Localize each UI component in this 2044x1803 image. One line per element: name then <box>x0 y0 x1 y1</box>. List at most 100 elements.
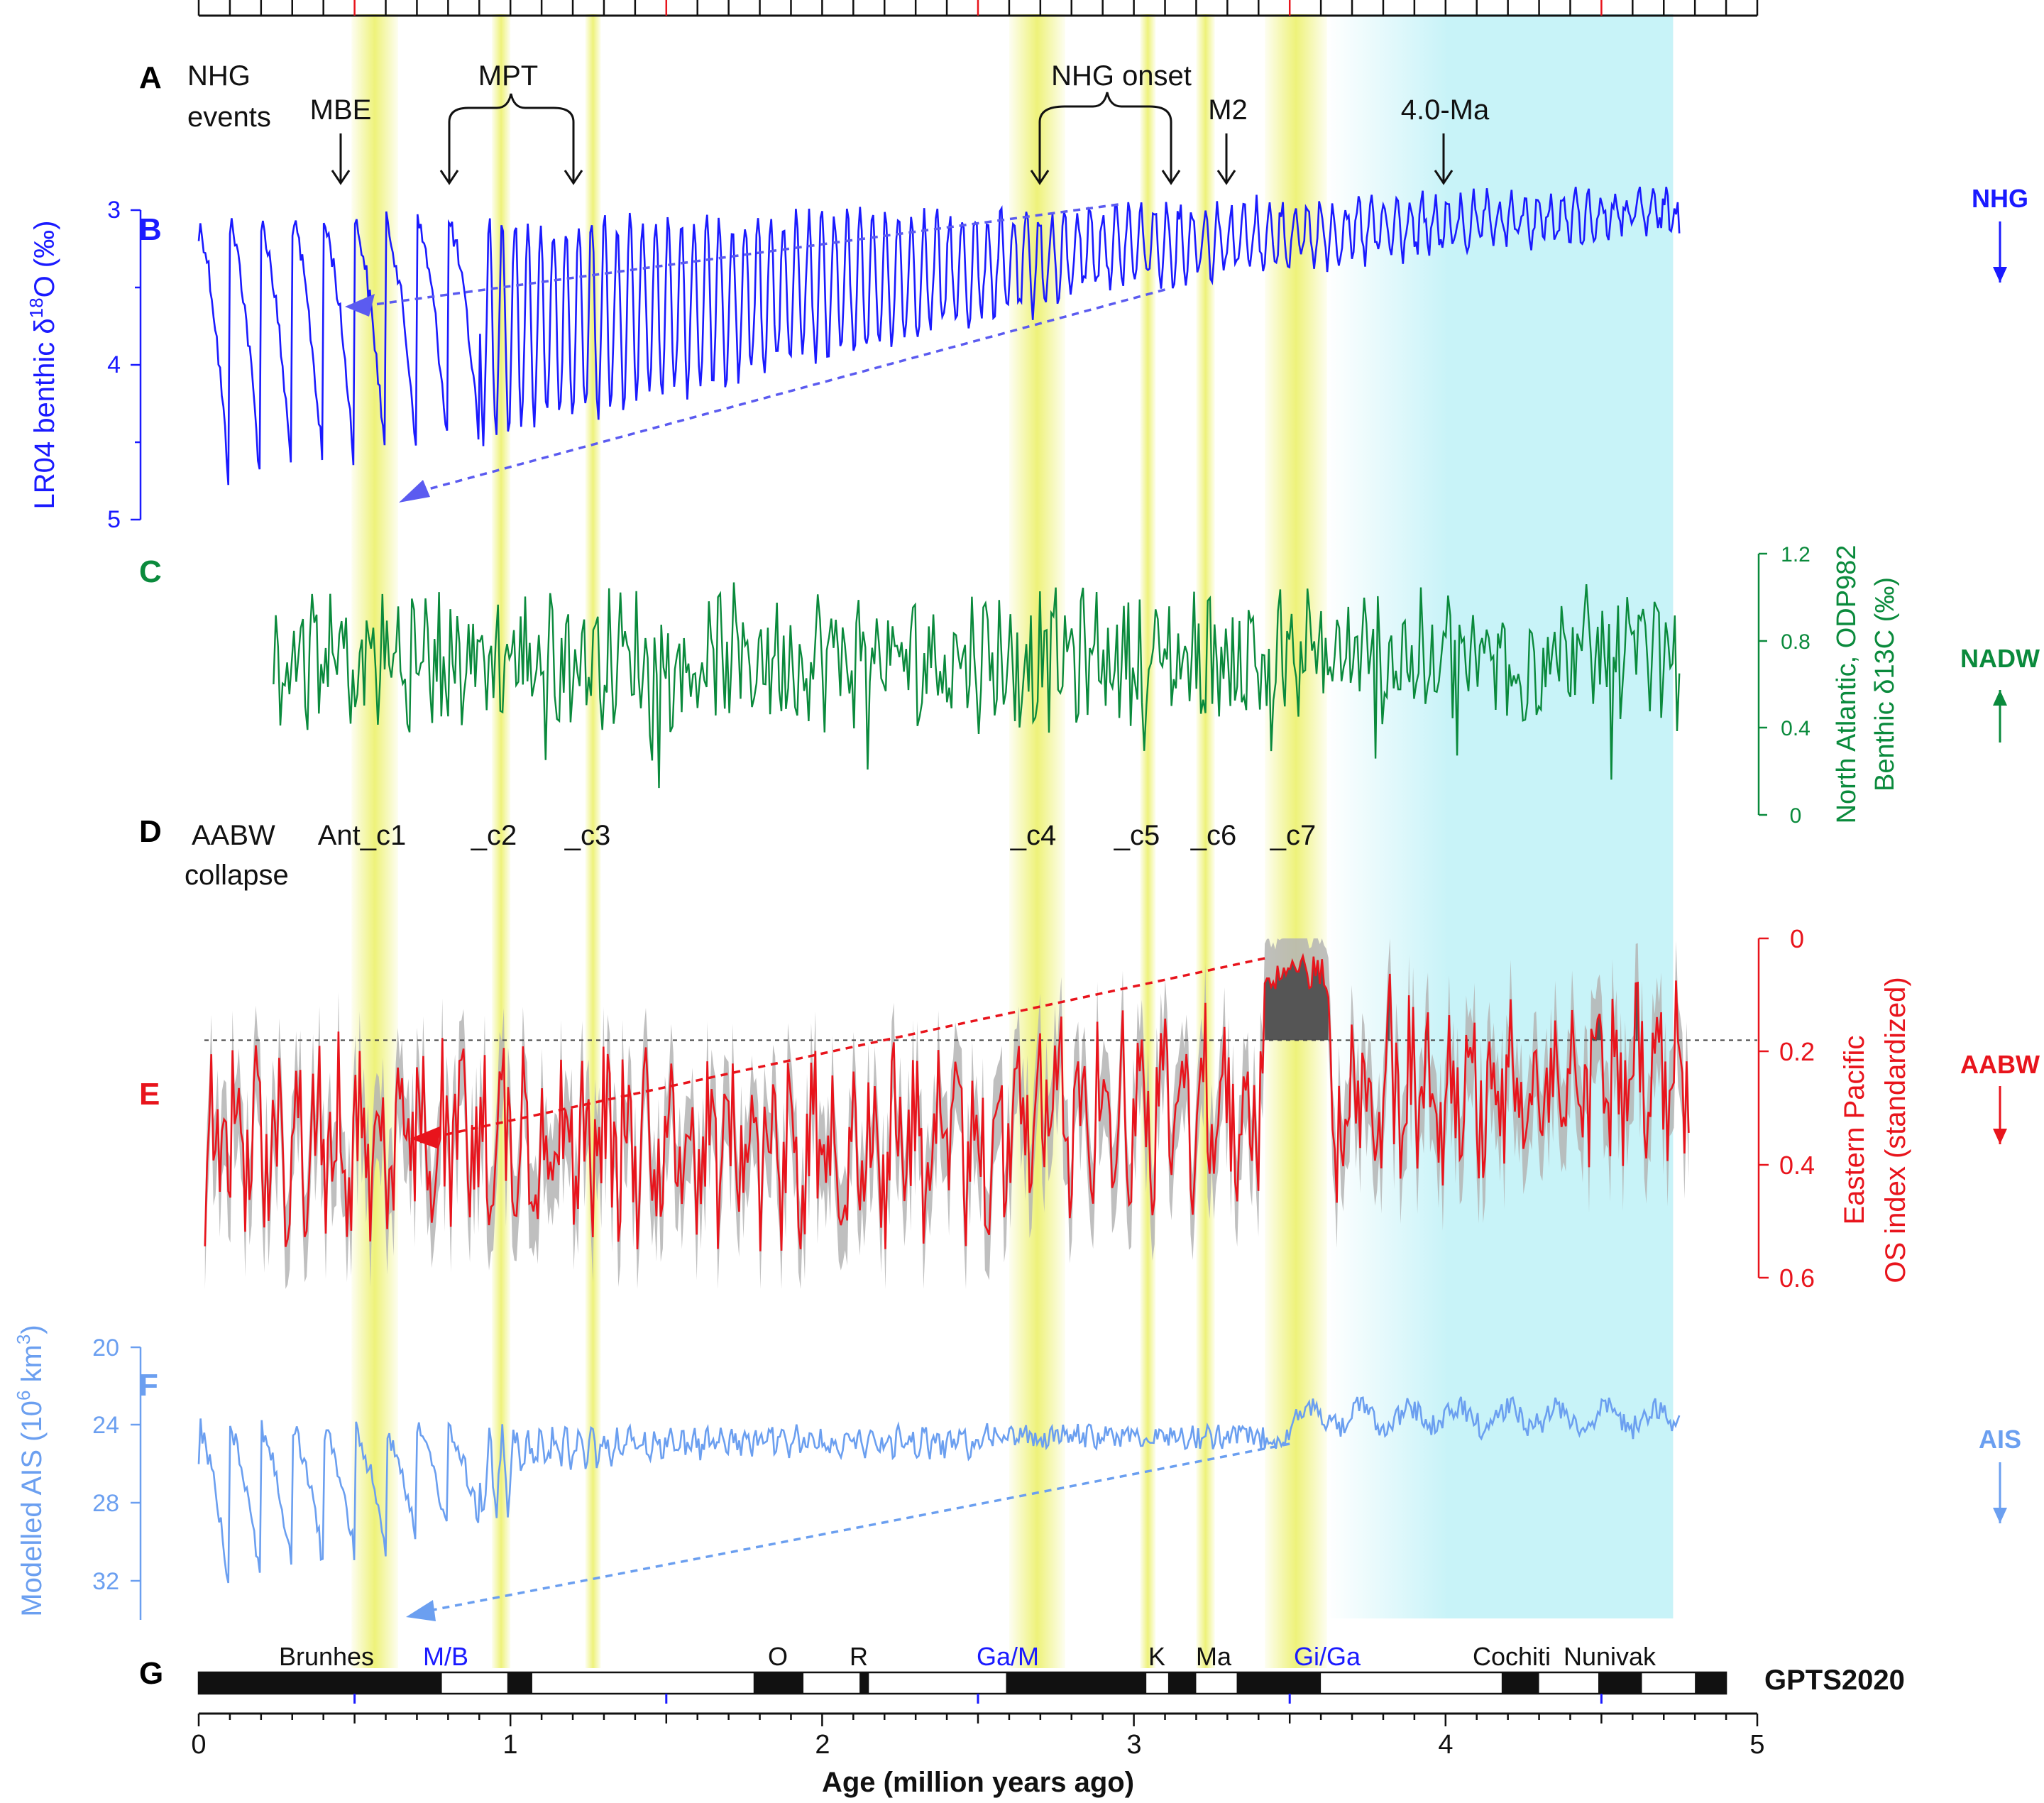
gpts-normal-chron <box>1695 1672 1727 1694</box>
c7-label: _c7 <box>1270 820 1317 851</box>
gpts-label-brunhes: Brunhes <box>279 1642 374 1671</box>
gpts-label-nunivak: Nunivak <box>1564 1642 1656 1671</box>
ais-legend-label: AIS <box>1979 1425 2021 1454</box>
right-legend: NHG NADW AABW AIS <box>1960 184 2040 1454</box>
c3-label: _c3 <box>564 820 611 851</box>
top-age-axis <box>197 0 1759 17</box>
nhg-onset-brace <box>1038 92 1172 123</box>
f-trend-arrowhead <box>406 1600 436 1621</box>
x-tick-label: 3 <box>1126 1730 1141 1760</box>
data-series <box>197 186 1757 1621</box>
b-axis-title-sup: 18 <box>26 297 47 318</box>
ant-c1-label: Ant_c1 <box>318 820 407 851</box>
gpts-normal-chron <box>859 1672 869 1694</box>
c6-label: _c6 <box>1190 820 1237 851</box>
modelled-ais-line <box>197 1396 1681 1584</box>
panel-c-axis: 0 0.4 0.8 1.2 North Atlantic, ODP982 Ben… <box>1757 543 1900 828</box>
e-tick-label: 0.2 <box>1779 1037 1815 1066</box>
event-nhg-onset-label: NHG onset <box>1051 60 1192 92</box>
gpts-label-r: R <box>850 1642 868 1671</box>
bottom-age-axis: 0 1 2 3 4 5 Age (million years ago) <box>191 1712 1765 1798</box>
gpts-label-mb: M/B <box>423 1642 468 1671</box>
b-trend-arrowhead-lower <box>399 480 430 503</box>
event-arrows <box>331 92 1454 185</box>
gpts-label-o: O <box>768 1642 788 1671</box>
event-arrow-head <box>331 170 351 185</box>
gpts-label-ma: Ma <box>1196 1642 1232 1671</box>
panel-letter-b: B <box>139 212 162 247</box>
gpts-normal-chron <box>199 1672 442 1694</box>
b-axis-title-part: O (‰) <box>29 221 60 298</box>
panel-letter-d: D <box>139 814 162 849</box>
x-tick-label: 1 <box>502 1730 517 1760</box>
b-tick-label: 3 <box>107 197 121 224</box>
c-tick-label: 0.8 <box>1781 630 1811 654</box>
gpts-labels: Brunhes M/B O R Ga/M K Ma Gi/Ga Cochiti … <box>279 1642 1905 1696</box>
event-arrow-head <box>1030 170 1050 185</box>
gpts-normal-chron <box>1598 1672 1642 1694</box>
aabw-arrow-head <box>1993 1129 2007 1144</box>
gpts-bar <box>197 1671 1727 1704</box>
event-arrow-head <box>1216 170 1236 185</box>
c-tick-label: 0 <box>1790 804 1802 828</box>
e-axis-title-line2: OS index (standardized) <box>1880 977 1911 1283</box>
right-legend-arrows <box>1993 221 2007 1523</box>
aabw-collapse-annotations: AABW collapse Ant_c1 _c2 _c3 _c4 _c5 _c6… <box>185 820 1316 891</box>
panel-e-axis: 0 0.2 0.4 0.6 Eastern Pacific OS index (… <box>1757 924 1911 1293</box>
panel-b-axis: 3 4 5 LR04 benthic δ18O (‰) <box>26 197 142 533</box>
x-tick-label: 5 <box>1749 1730 1764 1760</box>
panel-f-axis: 20 24 28 32 Modelled AIS (106 km3) <box>13 1325 142 1620</box>
gpts-normal-chron <box>753 1672 804 1694</box>
f-trend-line <box>432 1442 1290 1611</box>
gpts-label-gam: Ga/M <box>977 1642 1039 1671</box>
f-tick-label: 32 <box>92 1568 119 1595</box>
os-index-line <box>204 953 1690 1251</box>
c2-label: _c2 <box>471 820 517 851</box>
x-tick-labels: 0 1 2 3 4 5 <box>191 1730 1764 1760</box>
panel-letter-a: A <box>139 60 162 95</box>
f-axis-title-part: Modelled AIS (10 <box>16 1401 48 1617</box>
e-tick-label: 0 <box>1790 924 1804 953</box>
e-tick-label: 0.6 <box>1779 1264 1815 1293</box>
x-axis-title: Age (million years ago) <box>822 1767 1134 1798</box>
c-axis-title-line2: Benthic δ13C (‰) <box>1870 577 1900 791</box>
e-trend-line <box>439 957 1265 1137</box>
b-axis-title-part: LR04 benthic δ <box>29 318 60 509</box>
c4-label: _c4 <box>1010 820 1057 851</box>
c5-label: _c5 <box>1114 820 1160 851</box>
f-tick-label: 20 <box>92 1335 119 1361</box>
gpts-normal-chron <box>1006 1672 1147 1694</box>
mpt-brace <box>448 93 575 123</box>
c-tick-label: 0.4 <box>1781 717 1811 740</box>
gpts-normal-chron <box>1167 1672 1197 1694</box>
events-header-line2: events <box>187 102 271 133</box>
c-tick-label: 1.2 <box>1781 543 1811 566</box>
c-axis-title-line1: North Atlantic, ODP982 <box>1832 545 1862 824</box>
event-mpt-label: MPT <box>478 60 538 92</box>
gpts-label-k: K <box>1148 1642 1165 1671</box>
cyan-region <box>1326 14 1674 1618</box>
b-tick-label: 5 <box>107 506 121 533</box>
gpts-label: GPTS2020 <box>1764 1665 1905 1696</box>
events-header-line1: NHG <box>187 60 251 92</box>
event-arrow-head <box>1161 170 1181 185</box>
gpts-normal-chron <box>1236 1672 1322 1694</box>
gpts-label-cochiti: Cochiti <box>1473 1642 1551 1671</box>
nhg-arrow-head <box>1993 267 2007 283</box>
event-arrow-head <box>1434 170 1454 185</box>
f-axis-title-part: km <box>16 1344 48 1390</box>
f-tick-label: 28 <box>92 1490 119 1517</box>
f-axis-title-sup: 6 <box>13 1391 34 1401</box>
x-ticks <box>197 1714 1759 1726</box>
gpts-normal-chron <box>507 1672 532 1694</box>
gpts-normal-chron <box>1501 1672 1539 1694</box>
panel-letter-e: E <box>139 1077 160 1112</box>
nhg-legend-label: NHG <box>1972 184 2028 213</box>
f-axis-title: Modelled AIS (106 km3) <box>13 1325 48 1616</box>
f-tick-label: 24 <box>92 1412 119 1439</box>
panel-letter-g: G <box>139 1656 163 1691</box>
background-bands <box>351 14 1674 1668</box>
nadw-arrow-head <box>1993 690 2007 706</box>
panel-letter-f: F <box>139 1368 158 1403</box>
